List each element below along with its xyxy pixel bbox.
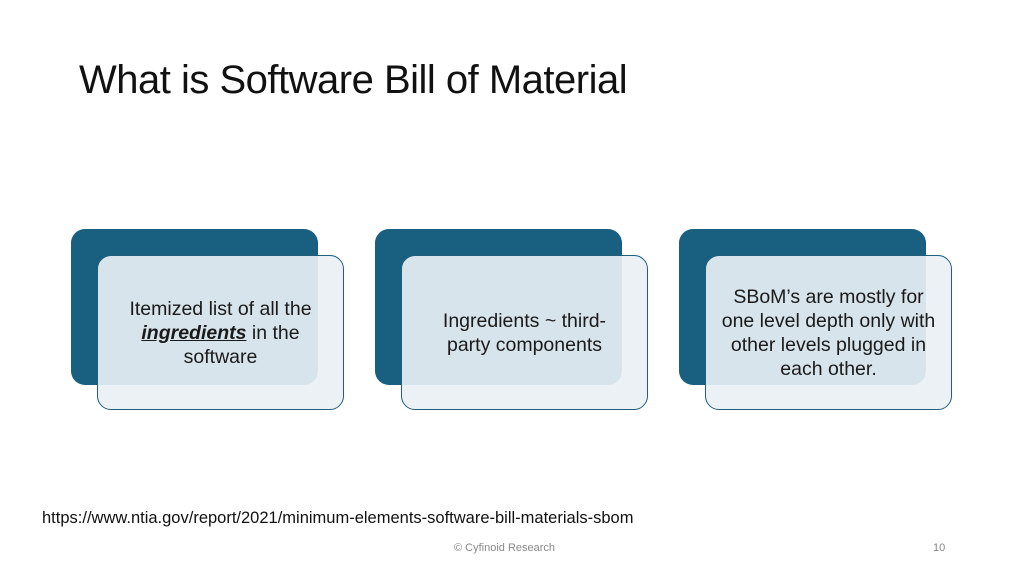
slide-title: What is Software Bill of Material (79, 58, 628, 102)
card-ingredients: Itemized list of all the ingredients in … (97, 255, 344, 410)
card-text: SBoM’s are mostly for one level depth on… (721, 285, 936, 380)
card-text: Ingredients ~ third-party components (442, 309, 607, 356)
card-text: Itemized list of all the ingredients in … (110, 297, 331, 369)
footer-copyright: © Cyfinoid Research (454, 542, 556, 554)
card-third-party: Ingredients ~ third-party components (401, 255, 648, 410)
card-text-pre: Itemized list of all the (129, 297, 312, 320)
card-text-post: in the software (183, 321, 300, 368)
ingredients-emphasis: ingredients (141, 321, 247, 344)
source-link[interactable]: https://www.ntia.gov/report/2021/minimum… (42, 509, 634, 527)
page-number: 10 (933, 542, 946, 554)
card-depth: SBoM’s are mostly for one level depth on… (705, 255, 952, 410)
